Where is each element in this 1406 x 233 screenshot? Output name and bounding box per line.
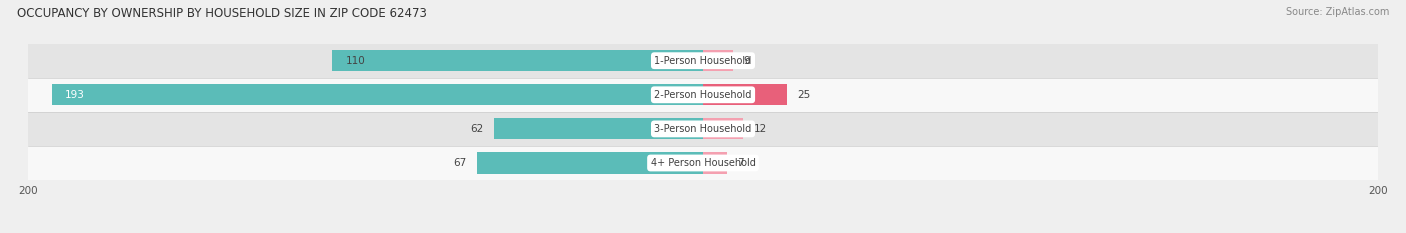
Text: 3-Person Household: 3-Person Household xyxy=(654,124,752,134)
Text: 9: 9 xyxy=(744,56,751,66)
Text: 2-Person Household: 2-Person Household xyxy=(654,90,752,100)
Text: 62: 62 xyxy=(471,124,484,134)
Bar xyxy=(28,78,1378,112)
Bar xyxy=(494,118,703,140)
Text: 193: 193 xyxy=(65,90,86,100)
Bar xyxy=(477,152,703,174)
Text: 7: 7 xyxy=(737,158,744,168)
Bar xyxy=(28,146,1378,180)
Text: 4+ Person Household: 4+ Person Household xyxy=(651,158,755,168)
Bar xyxy=(703,84,787,105)
Bar xyxy=(28,44,1378,78)
Text: 12: 12 xyxy=(754,124,766,134)
Bar xyxy=(52,84,703,105)
Text: OCCUPANCY BY OWNERSHIP BY HOUSEHOLD SIZE IN ZIP CODE 62473: OCCUPANCY BY OWNERSHIP BY HOUSEHOLD SIZE… xyxy=(17,7,427,20)
Bar xyxy=(332,50,703,71)
Text: 67: 67 xyxy=(454,158,467,168)
Text: 110: 110 xyxy=(346,56,366,66)
Text: 25: 25 xyxy=(797,90,811,100)
Bar xyxy=(703,152,727,174)
Bar xyxy=(703,118,744,140)
Text: 1-Person Household: 1-Person Household xyxy=(654,56,752,66)
Text: Source: ZipAtlas.com: Source: ZipAtlas.com xyxy=(1285,7,1389,17)
Bar xyxy=(28,112,1378,146)
Bar xyxy=(703,50,734,71)
